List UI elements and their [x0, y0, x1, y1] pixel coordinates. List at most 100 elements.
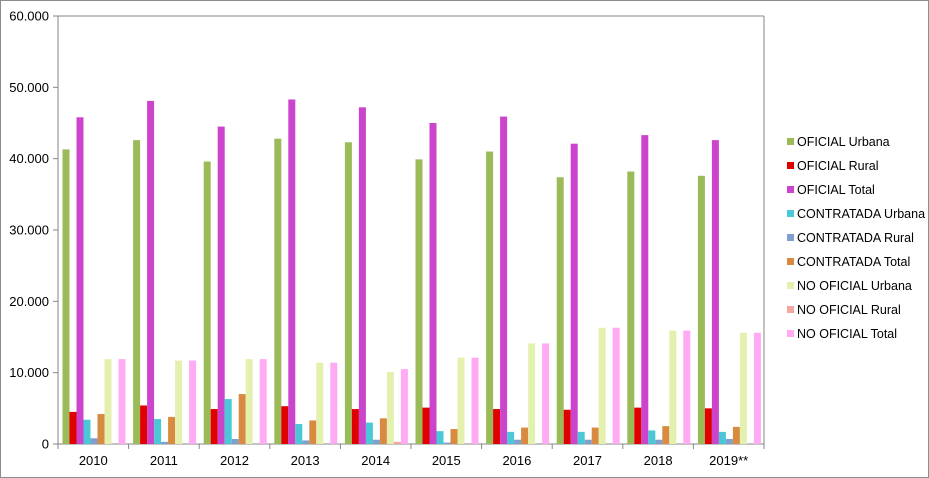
bar: [358, 107, 366, 444]
bar: [415, 159, 423, 444]
x-tick-label: 2012: [220, 453, 249, 468]
bar: [521, 427, 529, 444]
bar: [288, 99, 296, 445]
bar: [422, 407, 430, 444]
bar: [662, 426, 670, 444]
bar: [732, 426, 740, 444]
bar: [725, 439, 733, 444]
bar: [429, 123, 437, 444]
bar: [443, 442, 451, 444]
bar: [309, 420, 317, 444]
bar: [641, 135, 649, 445]
legend-swatch: [787, 210, 794, 217]
bar: [563, 409, 571, 444]
bar: [62, 149, 70, 445]
bar: [612, 327, 620, 444]
bar: [542, 343, 550, 444]
bar: [528, 343, 536, 444]
bar: [584, 439, 592, 444]
bar: [83, 419, 91, 444]
bar: [330, 362, 338, 444]
x-tick-label: 2017: [573, 453, 602, 468]
legend-label: OFICIAL Rural: [797, 159, 879, 173]
y-tick-label: 30.000: [9, 223, 49, 238]
legend-swatch: [787, 306, 794, 313]
bar: [697, 175, 705, 444]
bar: [457, 357, 465, 444]
legend-label: CONTRATADA Rural: [797, 231, 914, 245]
legend-swatch: [787, 330, 794, 337]
legend-swatch: [787, 186, 794, 193]
bar: [259, 359, 267, 444]
x-tick-label: 2015: [432, 453, 461, 468]
bar: [436, 431, 444, 444]
bar: [386, 371, 394, 444]
bar: [627, 171, 635, 445]
bar: [372, 439, 380, 444]
legend-label: NO OFICIAL Rural: [797, 303, 901, 317]
bar: [669, 330, 677, 444]
bar: [274, 138, 282, 444]
bar: [161, 441, 169, 444]
bar: [648, 430, 656, 444]
legend-swatch: [787, 162, 794, 169]
bar: [154, 419, 162, 444]
y-tick-label: 50.000: [9, 80, 49, 95]
bar: [634, 407, 642, 444]
bar: [118, 359, 126, 444]
x-tick-label: 2019**: [709, 453, 748, 468]
bar: [140, 405, 148, 444]
bar: [556, 177, 564, 445]
bar: [344, 142, 352, 444]
legend-swatch: [787, 138, 794, 145]
y-tick-label: 10.000: [9, 365, 49, 380]
bar: [147, 100, 155, 445]
bar: [739, 332, 747, 444]
bar: [316, 362, 324, 444]
bar: [393, 441, 401, 444]
bar: [400, 369, 408, 444]
bar: [231, 439, 239, 444]
bar: [753, 332, 761, 444]
y-tick-label: 20.000: [9, 294, 49, 309]
bar: [90, 438, 98, 444]
legend-label: CONTRATADA Total: [797, 255, 910, 269]
bar: [507, 431, 515, 444]
bar: [281, 406, 289, 444]
x-tick-label: 2014: [361, 453, 390, 468]
bar: [486, 151, 494, 445]
bar: [203, 161, 211, 444]
bar: [295, 424, 303, 444]
x-tick-label: 2016: [502, 453, 531, 468]
bar: [500, 116, 508, 444]
bar: [168, 416, 176, 444]
y-tick-label: 0: [42, 437, 49, 452]
x-tick-label: 2018: [644, 453, 673, 468]
legend-label: NO OFICIAL Urbana: [797, 279, 912, 293]
legend-swatch: [787, 258, 794, 265]
bar: [217, 126, 225, 445]
bar: [365, 422, 373, 444]
y-tick-label: 40.000: [9, 151, 49, 166]
bar: [379, 418, 387, 444]
bar: [450, 429, 458, 444]
bar: [704, 408, 712, 444]
bar: [224, 399, 232, 444]
bar: [718, 431, 726, 444]
bar: [493, 409, 501, 444]
bar: [655, 439, 663, 444]
bar: [711, 140, 719, 444]
legend-swatch: [787, 282, 794, 289]
x-tick-label: 2010: [79, 453, 108, 468]
bar: [97, 414, 105, 444]
bar: [104, 359, 112, 444]
bar: [175, 360, 183, 444]
legend-swatch: [787, 234, 794, 241]
bar: [591, 427, 599, 444]
bar: [189, 360, 197, 444]
bar: [683, 330, 691, 444]
legend-label: CONTRATADA Urbana: [797, 207, 925, 221]
bar: [245, 359, 253, 444]
bar: [238, 394, 246, 444]
